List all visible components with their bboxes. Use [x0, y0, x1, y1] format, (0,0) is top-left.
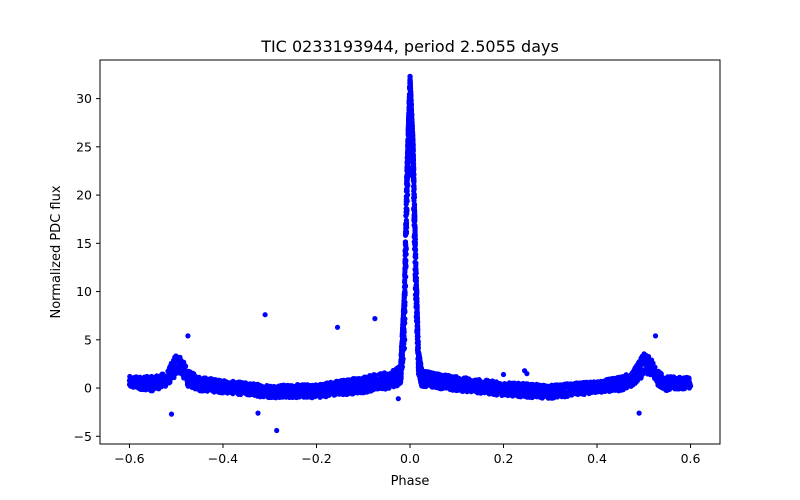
- data-point: [405, 192, 411, 198]
- x-axis-ticks: −0.6 −0.4 −0.2 0.0 0.2 0.4 0.6: [114, 444, 701, 466]
- data-point: [415, 327, 421, 333]
- x-tick-label: 0.0: [400, 451, 420, 466]
- outlier-point: [185, 333, 191, 339]
- data-point: [421, 378, 427, 384]
- x-tick-label: −0.6: [114, 451, 144, 466]
- data-point: [421, 373, 427, 380]
- y-tick-label: 25: [76, 139, 92, 154]
- data-point: [421, 383, 427, 389]
- y-tick-label: 20: [76, 188, 92, 203]
- data-point: [401, 333, 407, 339]
- data-point: [403, 263, 409, 269]
- data-point: [405, 173, 411, 179]
- outlier-point: [274, 427, 280, 434]
- data-point: [401, 327, 407, 333]
- outlier-point: [652, 333, 659, 339]
- data-point: [404, 208, 410, 214]
- data-point: [411, 186, 417, 193]
- outlier-point: [524, 371, 530, 377]
- outlier-points: [168, 312, 659, 434]
- x-tick-label: −0.4: [208, 451, 238, 466]
- data-point: [414, 291, 420, 297]
- data-point: [414, 305, 420, 311]
- data-point: [403, 257, 409, 264]
- data-point: [412, 247, 419, 253]
- data-point: [405, 149, 412, 155]
- data-point: [405, 159, 411, 165]
- data-point: [183, 363, 189, 369]
- data-point: [413, 260, 419, 266]
- outlier-point: [262, 312, 268, 318]
- y-tick-label: 10: [76, 284, 92, 299]
- data-point: [408, 97, 414, 103]
- data-point: [372, 372, 378, 378]
- data-point: [410, 146, 416, 152]
- x-tick-label: 0.2: [494, 451, 514, 466]
- data-point: [401, 345, 407, 351]
- data-point: [687, 383, 694, 389]
- outlier-point: [395, 396, 401, 402]
- outlier-point: [636, 410, 642, 416]
- data-point: [412, 218, 418, 224]
- data-point: [398, 375, 404, 381]
- outlier-point: [393, 379, 399, 385]
- data-point: [411, 201, 418, 208]
- data-point: [408, 93, 414, 99]
- data-point: [412, 232, 418, 238]
- y-tick-label: 0: [84, 381, 92, 396]
- data-point: [401, 341, 407, 347]
- outlier-point: [168, 411, 175, 417]
- data-point: [405, 165, 411, 172]
- data-point: [652, 364, 658, 370]
- outlier-point: [500, 371, 507, 378]
- data-points: [126, 73, 694, 401]
- y-axis-ticks: −5 0 5 10 15 20 25 30: [74, 91, 100, 444]
- outlier-point: [372, 316, 378, 322]
- data-point: [399, 364, 405, 370]
- y-tick-label: 5: [84, 332, 92, 347]
- data-point: [404, 224, 410, 231]
- data-point: [411, 178, 417, 184]
- data-point: [415, 334, 421, 340]
- data-point: [405, 182, 411, 189]
- data-point: [403, 229, 410, 235]
- data-point: [415, 345, 421, 351]
- y-tick-label: 15: [76, 236, 92, 251]
- data-point: [403, 220, 410, 226]
- data-point: [415, 339, 421, 345]
- data-point: [402, 290, 408, 296]
- data-point: [409, 112, 415, 118]
- data-point: [402, 299, 408, 305]
- outlier-point: [255, 410, 261, 416]
- outlier-point: [334, 324, 341, 330]
- data-point: [413, 279, 419, 285]
- data-point: [401, 337, 408, 343]
- x-tick-label: −0.2: [301, 451, 331, 466]
- y-tick-label: 30: [76, 91, 92, 106]
- data-point: [682, 386, 688, 392]
- data-point: [403, 246, 409, 252]
- y-axis-label: Normalized PDC flux: [49, 185, 64, 318]
- data-point: [402, 274, 408, 280]
- data-point: [413, 254, 419, 260]
- data-point: [402, 320, 408, 326]
- y-tick-label: −5: [74, 429, 92, 444]
- data-point: [411, 194, 417, 201]
- x-tick-label: 0.4: [587, 451, 607, 466]
- data-point: [400, 356, 406, 362]
- data-point: [411, 166, 417, 172]
- data-point: [402, 316, 408, 322]
- x-tick-label: 0.6: [681, 451, 701, 466]
- data-point: [686, 375, 692, 381]
- data-point: [412, 239, 418, 246]
- x-axis-label: Phase: [391, 474, 430, 489]
- data-point: [402, 309, 408, 315]
- chart-title: TIC 0233193944, period 2.5055 days: [260, 37, 559, 56]
- data-point: [403, 251, 409, 257]
- data-point: [413, 270, 419, 276]
- data-point: [404, 196, 410, 202]
- data-point: [402, 283, 409, 289]
